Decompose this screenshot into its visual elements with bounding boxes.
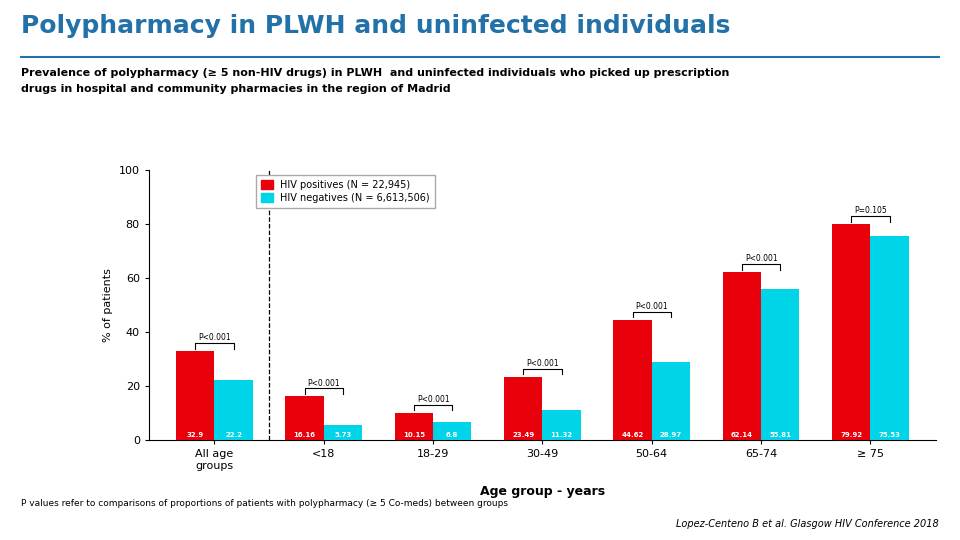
- Text: 79.92: 79.92: [840, 432, 862, 438]
- Bar: [324, 424, 362, 440]
- Legend: HIV positives (N = 22,945), HIV negatives (N = 6,613,506): HIV positives (N = 22,945), HIV negative…: [256, 175, 435, 207]
- Bar: [832, 224, 871, 440]
- Bar: [504, 377, 542, 440]
- Text: P<0.001: P<0.001: [526, 359, 559, 368]
- Text: 22.2: 22.2: [225, 432, 242, 438]
- Text: Prevalence of polypharmacy (≥ 5 non-HIV drugs) in PLWH  and uninfected individua: Prevalence of polypharmacy (≥ 5 non-HIV …: [21, 68, 730, 78]
- Bar: [433, 422, 471, 440]
- Bar: [285, 396, 324, 440]
- Bar: [871, 236, 909, 440]
- Text: 16.16: 16.16: [294, 432, 316, 438]
- Bar: [613, 320, 652, 440]
- Text: 11.32: 11.32: [550, 432, 572, 438]
- Bar: [176, 351, 214, 440]
- Text: Polypharmacy in PLWH and uninfected individuals: Polypharmacy in PLWH and uninfected indi…: [21, 14, 731, 37]
- Bar: [542, 409, 581, 440]
- Text: P=0.105: P=0.105: [854, 206, 887, 215]
- Bar: [723, 272, 761, 440]
- Text: 44.62: 44.62: [621, 432, 644, 438]
- Bar: [214, 380, 252, 440]
- Text: 23.49: 23.49: [512, 432, 535, 438]
- Text: 10.15: 10.15: [403, 432, 425, 438]
- Text: 62.14: 62.14: [731, 432, 753, 438]
- Text: P values refer to comparisons of proportions of patients with polypharmacy (≥ 5 : P values refer to comparisons of proport…: [21, 500, 508, 509]
- Text: 55.81: 55.81: [769, 432, 791, 438]
- Text: Age group - years: Age group - years: [480, 485, 605, 498]
- Bar: [761, 289, 800, 440]
- Text: P<0.001: P<0.001: [198, 333, 230, 342]
- Text: Lopez-Centeno B et al. Glasgow HIV Conference 2018: Lopez-Centeno B et al. Glasgow HIV Confe…: [676, 519, 939, 529]
- Text: 32.9: 32.9: [186, 432, 204, 438]
- Text: 5.73: 5.73: [334, 432, 351, 438]
- Text: P<0.001: P<0.001: [745, 254, 778, 264]
- Text: drugs in hospital and community pharmacies in the region of Madrid: drugs in hospital and community pharmaci…: [21, 84, 451, 94]
- Text: 6.8: 6.8: [446, 432, 458, 438]
- Text: 28.97: 28.97: [660, 432, 682, 438]
- Text: P<0.001: P<0.001: [307, 379, 340, 388]
- Text: P<0.001: P<0.001: [417, 395, 449, 404]
- Text: P<0.001: P<0.001: [636, 302, 668, 310]
- Bar: [395, 413, 433, 440]
- Y-axis label: % of patients: % of patients: [104, 268, 113, 342]
- Text: 75.53: 75.53: [878, 432, 900, 438]
- Bar: [652, 362, 690, 440]
